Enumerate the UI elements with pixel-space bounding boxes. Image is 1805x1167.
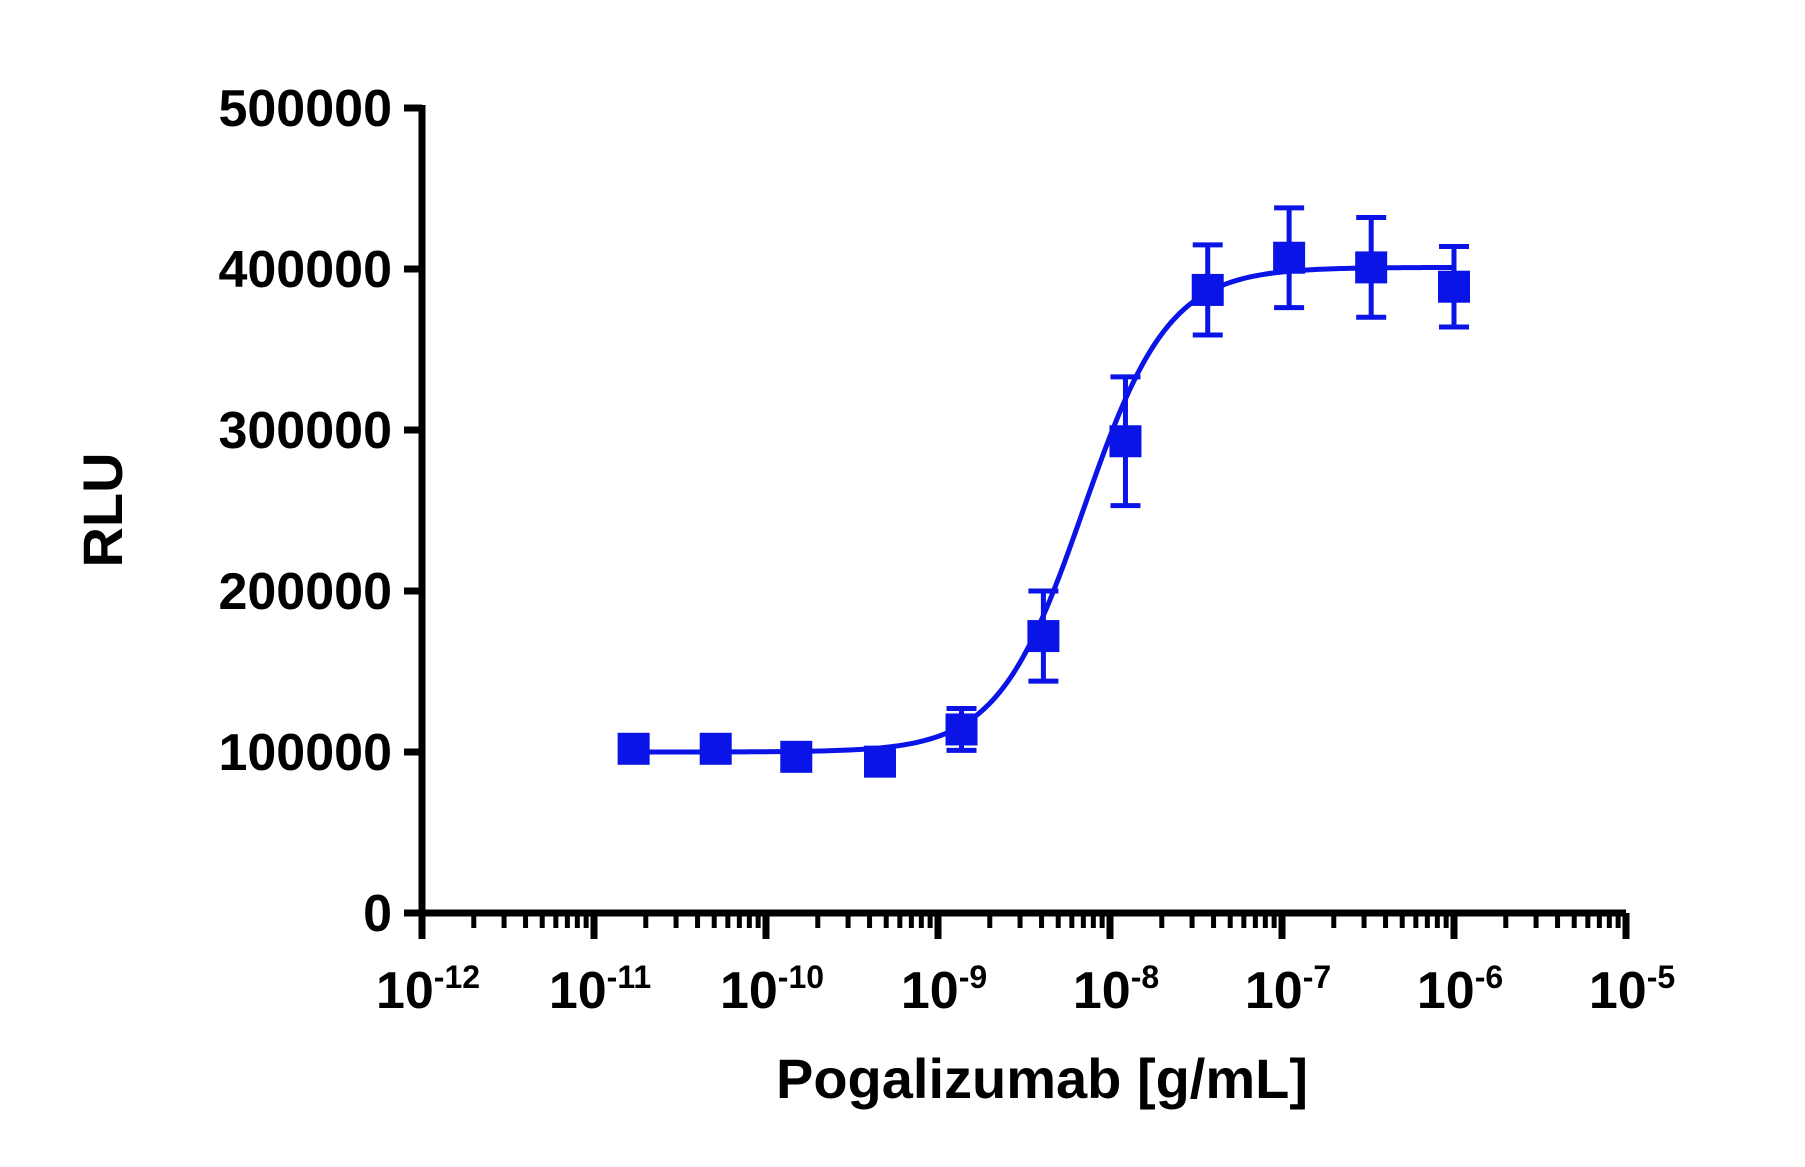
x-axis-title: Pogalizumab [g/mL] — [776, 1047, 1308, 1110]
data-point — [863, 745, 896, 778]
data-point — [1438, 243, 1470, 330]
x-tick-label: 10-5 — [1589, 959, 1675, 1020]
data-point — [699, 732, 732, 765]
y-tick-label: 400000 — [218, 241, 392, 299]
x-tick-base: 10 — [1589, 962, 1647, 1020]
data-points-layer — [617, 205, 1470, 778]
square-marker — [1191, 273, 1224, 306]
square-marker — [617, 732, 650, 765]
x-tick-label: 10-12 — [376, 959, 480, 1020]
y-tick-label: 300000 — [218, 402, 392, 460]
square-marker — [1438, 270, 1470, 303]
x-tick-label: 10-6 — [1417, 959, 1503, 1020]
x-tick-base: 10 — [1245, 962, 1303, 1020]
x-tick-exponent: -8 — [1131, 959, 1159, 995]
square-marker — [780, 740, 813, 773]
axes — [418, 105, 1626, 917]
y-axis-ticks: 0 100000 200000 300000 400000 500000 — [218, 80, 422, 943]
y-tick-label: 100000 — [218, 724, 392, 782]
data-point — [1355, 214, 1388, 320]
data-point — [945, 706, 978, 753]
x-tick-label: 10-9 — [901, 959, 987, 1020]
square-marker — [699, 732, 732, 765]
x-tick-exponent: -6 — [1475, 959, 1503, 995]
x-tick-base: 10 — [901, 962, 959, 1020]
data-point — [1273, 205, 1306, 311]
square-marker — [1355, 251, 1388, 284]
x-tick-base: 10 — [549, 962, 607, 1020]
x-tick-label: 10-11 — [549, 959, 651, 1020]
x-tick-label: 10-7 — [1245, 959, 1331, 1020]
x-tick-base: 10 — [1073, 962, 1131, 1020]
square-marker — [863, 745, 896, 778]
x-tick-exponent: -9 — [959, 959, 987, 995]
x-tick-label: 10-10 — [720, 959, 824, 1020]
data-point — [1191, 242, 1224, 338]
x-tick-base: 10 — [1417, 962, 1475, 1020]
square-marker — [1109, 425, 1142, 458]
data-point — [617, 732, 650, 765]
x-tick-exponent: -10 — [778, 959, 824, 995]
data-point — [1027, 588, 1060, 684]
data-point — [1109, 374, 1142, 509]
x-tick-exponent: -12 — [434, 959, 480, 995]
x-tick-exponent: -11 — [607, 959, 651, 995]
y-axis-title: RLU — [71, 452, 134, 567]
x-tick-base: 10 — [376, 962, 434, 1020]
square-marker — [945, 713, 978, 746]
x-axis-ticks: 10-12 10-11 10-10 10-9 10-8 10-7 10-6 10-5 — [376, 913, 1675, 1020]
data-point — [780, 740, 813, 773]
square-marker — [1273, 241, 1306, 274]
x-tick-exponent: -5 — [1647, 959, 1675, 995]
y-tick-label: 200000 — [218, 563, 392, 621]
y-tick-label: 500000 — [218, 80, 392, 138]
x-tick-label: 10-8 — [1073, 959, 1159, 1020]
y-tick-label: 0 — [363, 885, 392, 943]
x-tick-exponent: -7 — [1303, 959, 1331, 995]
square-marker — [1027, 620, 1060, 653]
x-tick-base: 10 — [720, 962, 778, 1020]
